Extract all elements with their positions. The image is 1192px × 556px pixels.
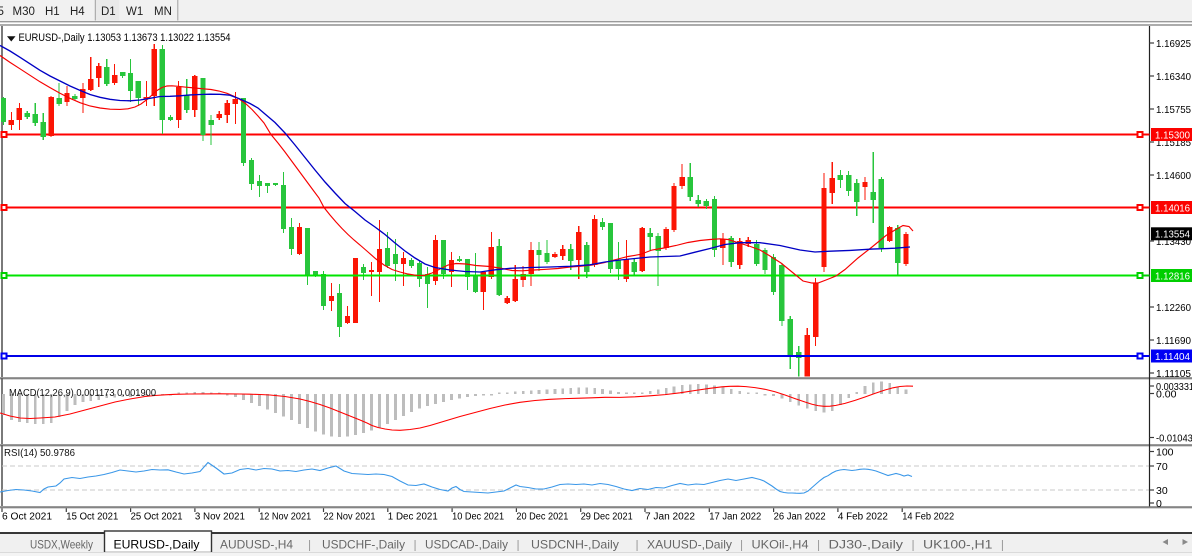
svg-text:5: 5 [0, 6, 4, 18]
svg-text:25 Oct 2021: 25 Oct 2021 [131, 512, 183, 523]
svg-text:|: | [817, 538, 820, 552]
svg-text:0.00: 0.00 [1156, 388, 1177, 400]
svg-text:1.14600: 1.14600 [1156, 170, 1191, 182]
svg-text:|: | [1001, 538, 1004, 552]
svg-text:1.16925: 1.16925 [1156, 38, 1191, 50]
svg-text:14 Feb 2022: 14 Feb 2022 [902, 512, 954, 523]
svg-text:1.15755: 1.15755 [1156, 104, 1191, 116]
svg-text:AUDUSD-,H4: AUDUSD-,H4 [220, 538, 293, 552]
svg-text:1.12260: 1.12260 [1156, 302, 1191, 314]
svg-text:1.11690: 1.11690 [1156, 335, 1191, 347]
svg-text:0: 0 [1156, 498, 1162, 510]
svg-text:USDCHF-,Daily: USDCHF-,Daily [322, 538, 405, 552]
svg-text:1.13554: 1.13554 [1155, 229, 1190, 241]
svg-text:20 Dec 2021: 20 Dec 2021 [516, 512, 568, 523]
svg-text:26 Jan 2022: 26 Jan 2022 [774, 512, 826, 523]
svg-text:0.003331: 0.003331 [1156, 381, 1192, 393]
svg-text:12 Nov 2021: 12 Nov 2021 [259, 512, 311, 523]
svg-text:UKOil-,H4: UKOil-,H4 [752, 538, 809, 552]
svg-text:29 Dec 2021: 29 Dec 2021 [581, 512, 633, 523]
svg-text:6 Oct 2021: 6 Oct 2021 [2, 512, 52, 523]
svg-text:|: | [516, 538, 519, 552]
svg-text:1.16340: 1.16340 [1156, 71, 1191, 83]
svg-text:D1: D1 [101, 6, 116, 18]
svg-text:RSI(14) 50.9786: RSI(14) 50.9786 [4, 448, 75, 459]
svg-text:100: 100 [1156, 446, 1174, 458]
svg-text:XAUUSD-,Daily: XAUUSD-,Daily [647, 538, 732, 552]
svg-text:-0.010439: -0.010439 [1156, 432, 1192, 444]
svg-text:EURUSD-,Daily 1.13053 1.13673: EURUSD-,Daily 1.13053 1.13673 1.13022 1.… [19, 32, 231, 44]
svg-text:USDCAD-,Daily: USDCAD-,Daily [425, 538, 508, 552]
svg-text:DJ30-,Daily: DJ30-,Daily [829, 538, 904, 552]
svg-text:17 Jan 2022: 17 Jan 2022 [709, 512, 761, 523]
svg-text:H1: H1 [45, 6, 60, 18]
svg-text:7 Jan 2022: 7 Jan 2022 [645, 512, 695, 523]
svg-text:1.11105: 1.11105 [1156, 368, 1191, 380]
svg-text:|: | [413, 538, 416, 552]
svg-text:USDCNH-,Daily: USDCNH-,Daily [531, 538, 619, 552]
svg-text:|: | [308, 538, 311, 552]
svg-text:W1: W1 [126, 6, 143, 18]
svg-text:30: 30 [1156, 485, 1168, 497]
svg-text:|: | [635, 538, 638, 552]
svg-text:1.11404: 1.11404 [1155, 351, 1190, 363]
svg-text:22 Nov 2021: 22 Nov 2021 [324, 512, 376, 523]
svg-text:UK100-,H1: UK100-,H1 [923, 538, 993, 552]
svg-text:USDX,Weekly: USDX,Weekly [30, 538, 93, 552]
svg-text:H4: H4 [70, 6, 85, 18]
svg-text:4 Feb 2022: 4 Feb 2022 [838, 512, 888, 523]
svg-text:EURUSD-,Daily: EURUSD-,Daily [114, 538, 200, 552]
svg-text:1.15300: 1.15300 [1155, 129, 1190, 141]
svg-text:MN: MN [154, 6, 172, 18]
svg-text:1.12816: 1.12816 [1155, 270, 1190, 282]
svg-text:|: | [740, 538, 743, 552]
svg-text:10 Dec 2021: 10 Dec 2021 [452, 512, 504, 523]
svg-text:15 Oct 2021: 15 Oct 2021 [66, 512, 118, 523]
svg-text:|: | [911, 538, 914, 552]
svg-text:1.14016: 1.14016 [1155, 202, 1190, 214]
svg-text:M30: M30 [13, 6, 35, 18]
svg-text:70: 70 [1156, 461, 1168, 473]
svg-text:MACD(12,26,9) 0.001173 0.00190: MACD(12,26,9) 0.001173 0.001900 [9, 388, 156, 399]
svg-text:1 Dec 2021: 1 Dec 2021 [388, 512, 438, 523]
svg-text:3 Nov 2021: 3 Nov 2021 [195, 512, 245, 523]
